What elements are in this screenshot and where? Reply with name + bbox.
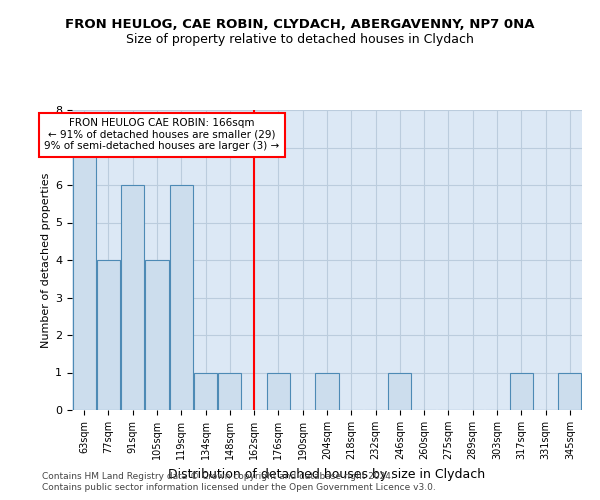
Bar bbox=[73, 148, 95, 410]
Bar bbox=[218, 372, 241, 410]
Bar bbox=[97, 260, 120, 410]
Bar bbox=[267, 372, 290, 410]
Bar bbox=[510, 372, 533, 410]
Text: Contains public sector information licensed under the Open Government Licence v3: Contains public sector information licen… bbox=[42, 484, 436, 492]
Text: Size of property relative to detached houses in Clydach: Size of property relative to detached ho… bbox=[126, 32, 474, 46]
Bar bbox=[559, 372, 581, 410]
Bar bbox=[145, 260, 169, 410]
Text: FRON HEULOG CAE ROBIN: 166sqm
← 91% of detached houses are smaller (29)
9% of se: FRON HEULOG CAE ROBIN: 166sqm ← 91% of d… bbox=[44, 118, 280, 152]
Text: FRON HEULOG, CAE ROBIN, CLYDACH, ABERGAVENNY, NP7 0NA: FRON HEULOG, CAE ROBIN, CLYDACH, ABERGAV… bbox=[65, 18, 535, 30]
Bar bbox=[316, 372, 338, 410]
Bar bbox=[121, 185, 144, 410]
Y-axis label: Number of detached properties: Number of detached properties bbox=[41, 172, 51, 348]
Bar bbox=[388, 372, 412, 410]
X-axis label: Distribution of detached houses by size in Clydach: Distribution of detached houses by size … bbox=[169, 468, 485, 480]
Bar bbox=[194, 372, 217, 410]
Bar bbox=[170, 185, 193, 410]
Text: Contains HM Land Registry data © Crown copyright and database right 2024.: Contains HM Land Registry data © Crown c… bbox=[42, 472, 394, 481]
